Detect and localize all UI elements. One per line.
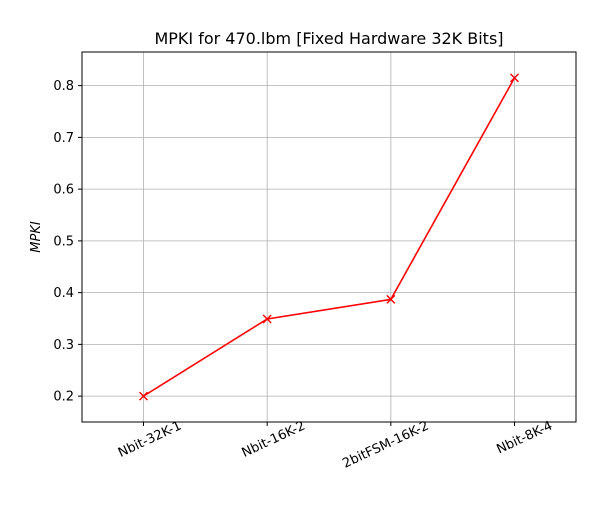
x-tick-label: 2bitFSM-16K-2	[340, 419, 431, 472]
data-point-marker	[139, 391, 148, 401]
series-line	[143, 77, 516, 397]
data-point-marker	[262, 314, 272, 324]
x-tick-label: Nbit-16K-2	[240, 419, 308, 461]
data-point-marker	[510, 73, 519, 83]
data-point-marker	[386, 294, 396, 304]
y-tick-label: 0.7	[53, 131, 74, 146]
y-tick-label: 0.6	[53, 183, 74, 198]
x-axis: Nbit-32K-1 Nbit-16K-2 2bitFSM-16K-2 Nbit-8K…	[116, 419, 555, 472]
y-tick-label: 0.5	[53, 234, 74, 249]
y-tick-label: 0.8	[53, 79, 74, 94]
y-axis: 0.2 0.3 0.4 0.5 0.6 0.7 0.8	[53, 79, 82, 405]
y-axis-label: MPKI	[29, 221, 44, 253]
series	[139, 73, 519, 401]
grid	[82, 52, 576, 422]
x-tick-label: Nbit-8K-4	[494, 419, 555, 458]
y-tick-label: 0.4	[53, 286, 74, 301]
plot-frame	[81, 51, 577, 423]
y-tick-label: 0.3	[53, 338, 74, 353]
chart-title: MPKI for 470.lbm [Fixed Hardware 32K Bit…	[154, 29, 503, 48]
y-tick-label: 0.2	[53, 390, 74, 405]
x-tick-label: Nbit-32K-1	[116, 419, 184, 461]
